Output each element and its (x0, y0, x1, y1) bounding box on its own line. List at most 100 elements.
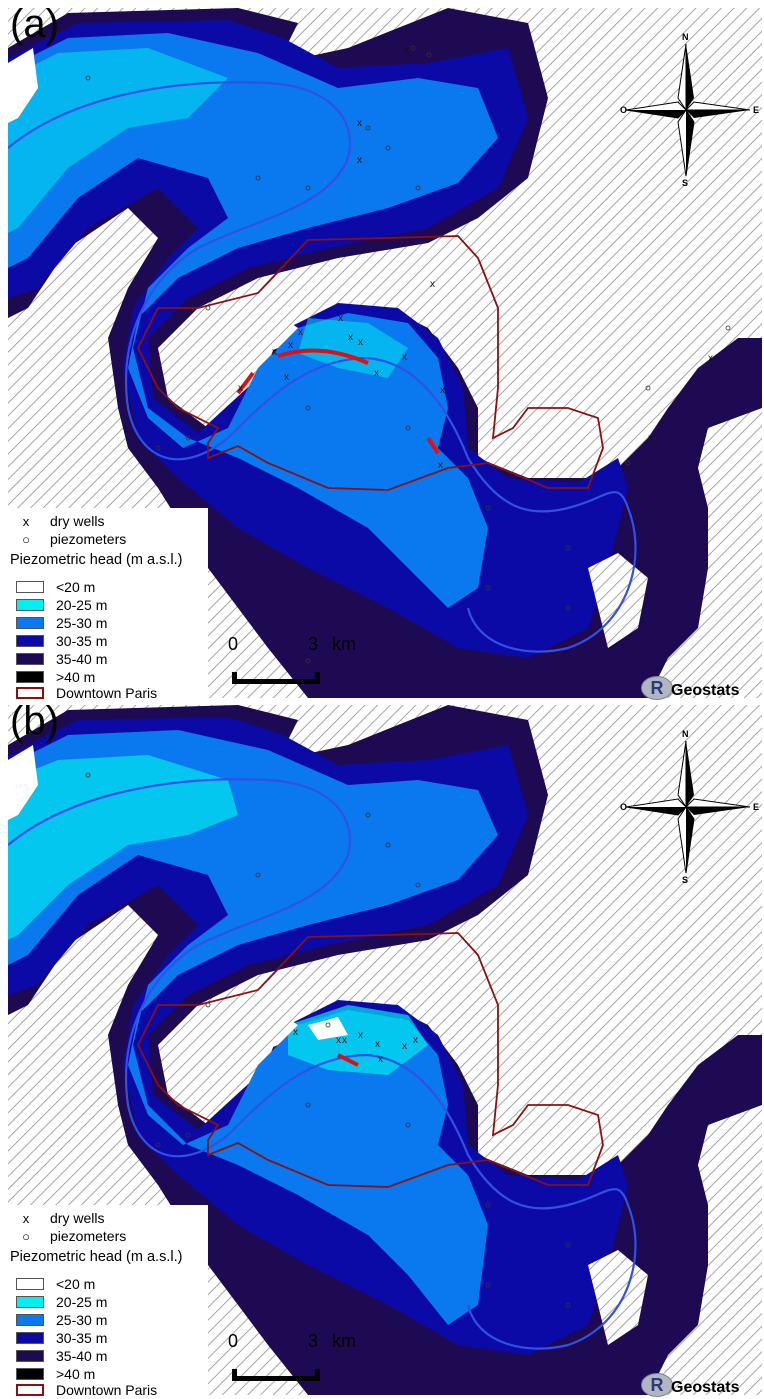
legend-class: 25-30 m (16, 1311, 107, 1329)
aquifer-band-20-25 (8, 48, 408, 378)
svg-text:x: x (404, 45, 409, 56)
legend-label: dry wells (50, 1210, 105, 1226)
legend-swatch (16, 599, 44, 611)
svg-text:x: x (708, 353, 713, 364)
legend-label: 25-30 m (56, 615, 108, 631)
legend-swatch (16, 687, 44, 699)
dry-well-symbol: x (22, 513, 30, 529)
legend-item-piezometers: ○ piezometers (16, 530, 126, 548)
svg-text:x: x (336, 1035, 341, 1046)
map-legend: x dry wells ○ piezometers Piezometric he… (8, 508, 208, 701)
svg-text:x: x (430, 279, 435, 290)
scale-end: 3 (308, 634, 319, 654)
north-arrow: N S O E (620, 723, 762, 885)
legend-class: <20 m (16, 578, 95, 596)
downtown-paris-boundary (136, 932, 604, 1188)
svg-text:x: x (413, 1035, 418, 1046)
legend-label: <20 m (56, 579, 96, 595)
legend-class: 25-30 m (16, 614, 107, 632)
dry-wells: xx x xxx xx (293, 1027, 418, 1065)
legend-class: 35-40 m (16, 650, 107, 668)
legend-label: 20-25 m (56, 1294, 108, 1310)
legend-boundary: Downtown Paris (16, 1381, 157, 1399)
legend-swatch (16, 1384, 44, 1396)
legend-boundary: Downtown Paris (16, 684, 157, 702)
scale-start: 0 (228, 1331, 239, 1351)
svg-text:x: x (348, 332, 353, 343)
legend-label: >40 m (56, 669, 96, 685)
legend-label: piezometers (50, 531, 127, 547)
legend-item-dry-wells: x dry wells (16, 512, 105, 530)
legend-swatch (16, 1332, 44, 1344)
legend-class: 20-25 m (16, 1293, 107, 1311)
aquifer-band-25-30 (8, 33, 498, 608)
piezometer-symbol: ○ (22, 531, 30, 547)
svg-text:x: x (375, 1039, 380, 1050)
legend-label: >40 m (56, 1366, 96, 1382)
piezometers (85, 772, 571, 1308)
legend-label: Downtown Paris (56, 685, 158, 701)
svg-text:x: x (238, 383, 243, 394)
legend-label: Downtown Paris (56, 1382, 158, 1398)
scale-bar-line (232, 672, 320, 684)
legend-label: <20 m (56, 1276, 96, 1292)
legend-swatch (16, 635, 44, 647)
compass-north: N (682, 729, 689, 739)
svg-text:x: x (402, 352, 407, 363)
legend-item-dry-wells: x dry wells (16, 1209, 105, 1227)
legend-swatch (16, 1368, 44, 1380)
scale-unit: km (332, 634, 356, 654)
svg-text:x: x (374, 368, 379, 379)
island-1 (168, 1005, 298, 1085)
scale-end: 3 (308, 1331, 319, 1351)
svg-text:x: x (378, 1054, 383, 1065)
legend-label: dry wells (50, 513, 105, 529)
legend-class: 30-35 m (16, 1329, 107, 1347)
svg-text:x: x (358, 1030, 363, 1041)
aquifer-band-20-25 (8, 755, 428, 1075)
piezometer-symbol: ○ (22, 1228, 30, 1244)
geostats-logo: R Geostats (641, 676, 761, 700)
legend-swatch (16, 1314, 44, 1326)
north-arrow: N S O E (620, 26, 762, 188)
legend-class: 20-25 m (16, 596, 107, 614)
svg-text:x: x (298, 327, 303, 338)
legend-class: 30-35 m (16, 632, 107, 650)
legend-class: >40 m (16, 1365, 95, 1383)
svg-text:x: x (648, 433, 653, 444)
svg-text:x: x (358, 337, 363, 348)
island-1 (168, 308, 298, 388)
r-logo-icon: R (641, 1373, 673, 1397)
legend-swatch (16, 581, 44, 593)
dry-zone (236, 348, 440, 455)
svg-text:x: x (338, 313, 343, 324)
seine-river (8, 778, 637, 1350)
aquifer-lt20 (8, 48, 38, 123)
piezometers (85, 45, 731, 664)
scale-bar-line (232, 1369, 320, 1381)
svg-text:x: x (284, 372, 289, 383)
logo-text: Geostats (671, 1379, 740, 1396)
scale-start: 0 (228, 634, 239, 654)
dry-zone (337, 1053, 359, 1067)
legend-title: Piezometric head (m a.s.l.) (10, 1249, 183, 1265)
svg-text:x: x (288, 340, 293, 351)
compass-east: E (753, 105, 759, 115)
legend-label: 25-30 m (56, 1312, 108, 1328)
panel-label-a: (a) (10, 2, 59, 46)
svg-text:x: x (402, 1041, 407, 1052)
legend-class: 35-40 m (16, 1347, 107, 1365)
legend-label: piezometers (50, 1228, 127, 1244)
dry-well-symbol: x (22, 1210, 30, 1226)
compass-north: N (682, 32, 689, 42)
dry-wells: xxx xxx xx x xxx x xx xxx (238, 45, 713, 471)
legend-swatch (16, 617, 44, 629)
compass-east: E (753, 802, 759, 812)
geostats-logo: R Geostats (641, 1373, 761, 1397)
legend-class: >40 m (16, 668, 95, 686)
legend-swatch (16, 653, 44, 665)
legend-swatch (16, 1350, 44, 1362)
svg-text:x: x (342, 1035, 347, 1046)
legend-swatch (16, 1278, 44, 1290)
